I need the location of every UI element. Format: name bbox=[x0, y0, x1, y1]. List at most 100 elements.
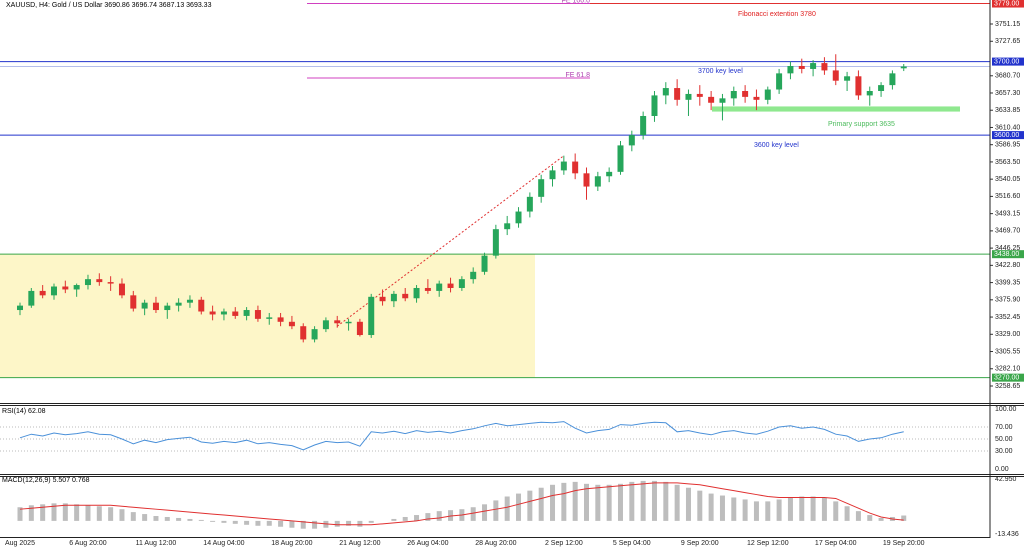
macd-bar bbox=[538, 487, 544, 521]
candle-body bbox=[73, 285, 80, 290]
candle-body bbox=[288, 321, 295, 327]
candle-body bbox=[266, 317, 273, 319]
candle-body bbox=[130, 295, 137, 309]
y-tick-label: 3633.85 bbox=[995, 107, 1020, 114]
y-tick-label: 3329.00 bbox=[995, 331, 1020, 338]
candle-body bbox=[209, 311, 216, 315]
macd-bar bbox=[516, 493, 522, 521]
candle-body bbox=[855, 76, 862, 96]
candle-body bbox=[730, 90, 737, 99]
macd-bar bbox=[85, 505, 91, 521]
macd-bar bbox=[470, 507, 476, 521]
candle-body bbox=[141, 302, 148, 309]
candle-body bbox=[492, 229, 499, 256]
level-label: 3600.00 bbox=[994, 132, 1019, 139]
candle-body bbox=[368, 296, 375, 336]
macd-bar bbox=[493, 500, 499, 521]
candle-body bbox=[300, 326, 307, 340]
macd-bar bbox=[663, 481, 669, 521]
macd-bar bbox=[300, 520, 306, 529]
candle-body bbox=[152, 302, 159, 311]
x-tick-label: 6 Aug 20:00 bbox=[69, 540, 106, 547]
x-tick-label: Aug 2025 bbox=[5, 540, 35, 547]
candle-body bbox=[662, 88, 669, 96]
candle-body bbox=[424, 287, 431, 291]
macd-bar bbox=[742, 499, 748, 521]
macd-bar bbox=[210, 520, 216, 522]
candle-body bbox=[254, 310, 261, 319]
macd-bar bbox=[640, 480, 646, 521]
y-tick-label: 3680.70 bbox=[995, 73, 1020, 80]
macd-bar bbox=[221, 520, 227, 523]
candle-body bbox=[413, 287, 420, 299]
candle-body bbox=[776, 73, 783, 90]
y-tick-label: 3469.70 bbox=[995, 228, 1020, 235]
x-tick-label: 11 Aug 12:00 bbox=[136, 540, 177, 547]
candle-body bbox=[844, 76, 851, 81]
candle-body bbox=[753, 96, 760, 100]
macd-bar bbox=[28, 505, 34, 521]
candle-body bbox=[708, 96, 715, 103]
candle-body bbox=[572, 161, 579, 174]
level-label: 3700.00 bbox=[994, 58, 1019, 65]
y-tick-label: 3727.65 bbox=[995, 38, 1020, 45]
macd-bar bbox=[164, 516, 170, 521]
candle-body bbox=[889, 73, 896, 86]
x-tick-label: 28 Aug 20:00 bbox=[475, 540, 516, 547]
macd-bar bbox=[855, 511, 861, 521]
candle-body bbox=[447, 283, 454, 288]
candle-body bbox=[674, 88, 681, 100]
level-tag bbox=[992, 0, 1024, 8]
y-tick-label: 30.00 bbox=[995, 448, 1013, 455]
macd-bar bbox=[482, 504, 488, 521]
candle-body bbox=[583, 173, 590, 187]
candle-body bbox=[821, 63, 828, 71]
y-tick-label: 3657.30 bbox=[995, 90, 1020, 97]
macd-bar bbox=[584, 483, 589, 521]
level-label: 3779.00 bbox=[994, 0, 1019, 7]
macd-bar bbox=[753, 501, 759, 521]
macd-bar bbox=[62, 503, 68, 521]
candle-body bbox=[878, 85, 885, 91]
macd-bar bbox=[266, 520, 272, 526]
candle-body bbox=[832, 70, 839, 81]
candle-body bbox=[186, 299, 193, 303]
x-tick-label: 17 Sep 04:00 bbox=[815, 540, 857, 547]
x-tick-label: 5 Sep 04:00 bbox=[613, 540, 651, 547]
candle-body bbox=[594, 176, 601, 187]
y-tick-label: 3446.25 bbox=[995, 245, 1020, 252]
candle-body bbox=[175, 302, 182, 306]
annotation: 3600 key level bbox=[754, 142, 799, 149]
x-tick-label: 21 Aug 12:00 bbox=[339, 540, 380, 547]
candle-body bbox=[764, 89, 771, 100]
macd-bar bbox=[187, 518, 193, 521]
y-tick-label: 3540.05 bbox=[995, 176, 1020, 183]
candle-body bbox=[96, 279, 103, 283]
candle-body bbox=[651, 95, 658, 116]
candle-body bbox=[515, 211, 522, 224]
macd-bar bbox=[368, 520, 374, 523]
macd-bar bbox=[436, 511, 442, 521]
rsi-line bbox=[19, 421, 904, 451]
macd-bar bbox=[776, 499, 782, 521]
y-tick-label: 3516.60 bbox=[995, 193, 1020, 200]
macd-bar bbox=[572, 481, 578, 521]
macd-bar bbox=[527, 490, 533, 521]
macd-bar bbox=[232, 520, 238, 524]
candle-body bbox=[526, 196, 533, 212]
level-tag bbox=[992, 57, 1024, 66]
macd-bar bbox=[878, 517, 884, 521]
candle-body bbox=[107, 282, 114, 284]
candle-body bbox=[379, 296, 386, 302]
candle-body bbox=[17, 305, 23, 311]
candle-body bbox=[118, 283, 125, 296]
y-tick-label: 3586.95 bbox=[995, 142, 1020, 149]
candle-body bbox=[356, 321, 363, 336]
macd-bar bbox=[357, 520, 363, 527]
candle-body bbox=[481, 255, 488, 272]
macd-bar bbox=[176, 517, 182, 521]
x-tick-label: 12 Sep 12:00 bbox=[747, 540, 789, 547]
annotation: Fibonacci extention 3780 bbox=[738, 11, 816, 18]
candle-body bbox=[900, 66, 907, 69]
macd-bar bbox=[617, 483, 623, 521]
